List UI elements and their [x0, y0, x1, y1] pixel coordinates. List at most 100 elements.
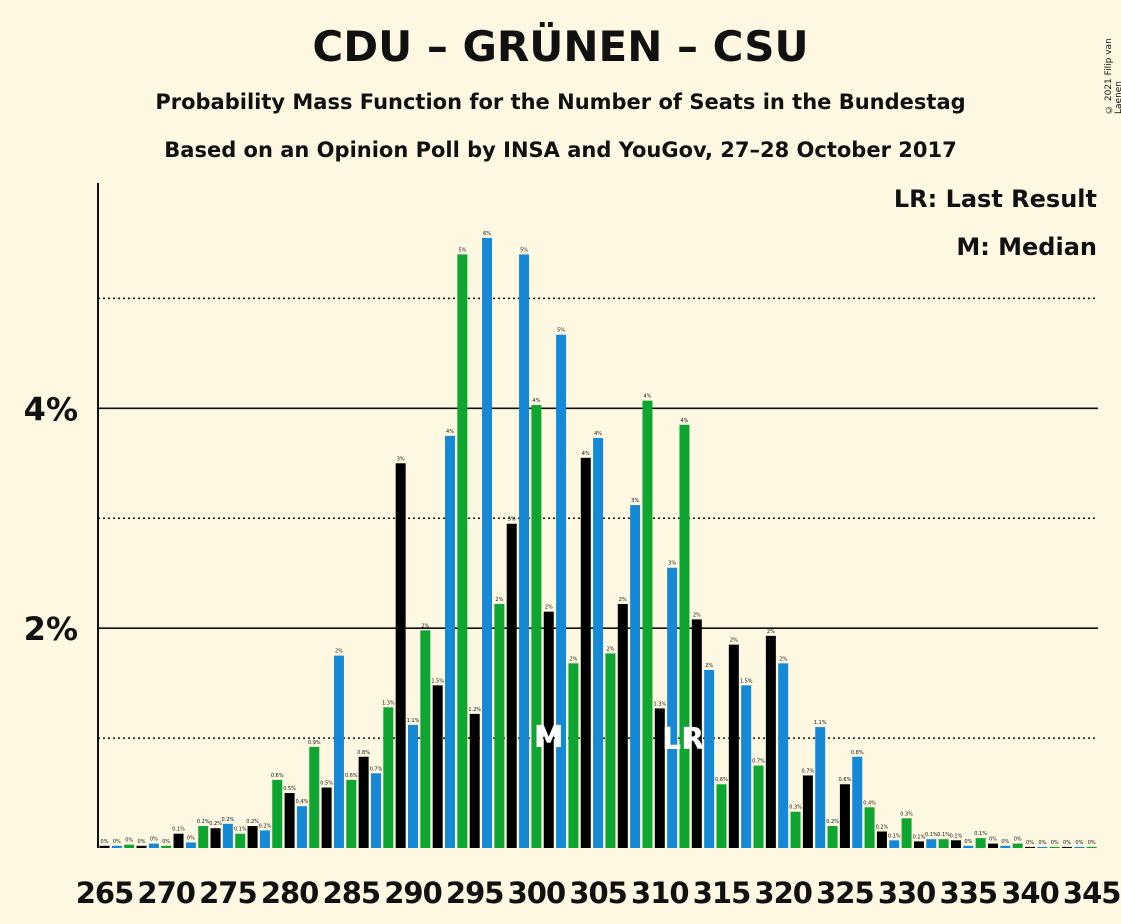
data-label-seat-343: 0%: [1063, 840, 1071, 846]
legend-last-result: LR: Last Result: [893, 185, 1097, 213]
bar-seat-265: [99, 845, 110, 848]
bar-seat-340: [1025, 846, 1035, 848]
data-label-seat-294: 5%: [458, 247, 466, 253]
data-label-seat-308: 3%: [631, 498, 639, 504]
bar-seat-342: [1049, 846, 1060, 848]
bars: [99, 237, 1097, 849]
bar-seat-289: [395, 463, 406, 848]
bar-seat-341: [1037, 846, 1048, 848]
data-label-seat-305: 4%: [594, 431, 602, 437]
bar-seat-297: [494, 603, 505, 848]
bar-seat-308: [630, 505, 641, 848]
bar-seat-338: [1000, 845, 1011, 848]
bar-seat-317: [741, 685, 752, 848]
x-tick-290: 290: [384, 876, 442, 910]
data-label-seat-310: 1.3%: [653, 701, 666, 707]
data-label-seat-315: 0.6%: [715, 777, 728, 783]
data-label-seat-296: 6%: [483, 231, 491, 237]
bar-seat-331: [913, 841, 924, 848]
bar-seat-285: [346, 779, 357, 848]
data-label-seat-320: 2%: [779, 656, 787, 662]
bar-seat-345: [1086, 846, 1097, 848]
data-label-seat-279: 0.6%: [271, 773, 284, 779]
data-label-seat-318: 0.7%: [752, 759, 765, 765]
bar-seat-309: [642, 400, 653, 848]
data-label-seat-325: 0.6%: [839, 777, 852, 783]
x-tick-275: 275: [199, 876, 257, 910]
bar-seat-315: [716, 784, 727, 848]
data-label-seat-292: 1.5%: [431, 678, 444, 684]
bar-seat-314: [704, 669, 715, 848]
bar-seat-302: [556, 334, 567, 849]
bar-seat-326: [852, 756, 863, 848]
x-tick-340: 340: [1001, 876, 1059, 910]
data-label-seat-285: 0.6%: [345, 773, 358, 779]
x-tick-325: 325: [816, 876, 874, 910]
data-label-seat-340: 0%: [1026, 840, 1034, 846]
x-tick-295: 295: [446, 876, 504, 910]
bar-seat-304: [580, 457, 591, 848]
bar-seat-306: [605, 653, 616, 848]
bar-seat-313: [691, 619, 702, 848]
chart-subtitle-source: Based on an Opinion Poll by INSA and You…: [164, 138, 957, 162]
data-label-seat-329: 0.1%: [888, 833, 901, 839]
bar-seat-321: [790, 811, 801, 848]
data-label-seat-278: 0.2%: [259, 823, 272, 829]
data-label-seat-333: 0.1%: [937, 832, 950, 838]
bar-seat-296: [482, 237, 493, 848]
data-label-seat-328: 0.2%: [876, 825, 889, 831]
bar-seat-332: [926, 839, 937, 848]
data-label-seat-298: 3%: [508, 517, 516, 523]
x-tick-310: 310: [631, 876, 689, 910]
data-label-seat-286: 0.8%: [357, 750, 370, 756]
data-label-seat-339: 0%: [1014, 837, 1022, 843]
data-label-seat-307: 2%: [619, 597, 627, 603]
bar-seat-330: [901, 818, 912, 848]
data-label-seat-276: 0.1%: [234, 827, 247, 833]
data-label-seat-284: 2%: [335, 649, 343, 655]
bar-seat-337: [987, 843, 998, 848]
bar-seat-274: [210, 828, 221, 848]
markers: M LR: [534, 720, 704, 757]
y-tick-4: 4%: [24, 390, 78, 428]
data-label-seat-293: 4%: [446, 429, 454, 435]
bar-seat-316: [728, 644, 739, 848]
bar-seat-283: [321, 787, 332, 848]
last-result-marker: LR: [662, 722, 704, 757]
data-label-seat-306: 2%: [606, 646, 614, 652]
bar-seat-336: [975, 838, 986, 848]
data-label-seat-291: 2%: [421, 623, 429, 629]
data-label-seat-301: 2%: [545, 605, 553, 611]
data-label-seat-342: 0%: [1051, 840, 1059, 846]
data-label-seat-270: 0%: [162, 839, 170, 845]
bar-seat-320: [778, 663, 789, 848]
bar-seat-323: [815, 727, 826, 848]
data-label-seat-304: 4%: [582, 451, 590, 457]
bar-seat-312: [679, 424, 690, 848]
x-tick-335: 335: [940, 876, 998, 910]
data-labels: 0% 0% 0% 0% 0% 0%0.1%0%0.2% 0.2%0.2%0.1%0.2%0.…: [101, 231, 1096, 846]
bar-seat-275: [222, 823, 233, 848]
data-label-seat-268: 0%: [138, 839, 146, 845]
x-tick-285: 285: [323, 876, 381, 910]
legend-median: M: Median: [956, 233, 1097, 261]
bar-seat-270: [161, 845, 172, 848]
data-label-seat-341: 0%: [1038, 840, 1046, 846]
data-label-seat-266: 0%: [113, 839, 121, 845]
data-label-seat-274: 0.2%: [209, 821, 222, 827]
data-label-seat-289: 3%: [397, 456, 405, 462]
data-label-seat-331: 0.1%: [913, 834, 926, 840]
bar-seat-325: [839, 784, 850, 848]
bar-seat-276: [235, 833, 246, 848]
x-tick-280: 280: [261, 876, 319, 910]
median-marker: M: [534, 720, 564, 755]
x-tick-305: 305: [569, 876, 627, 910]
data-label-seat-337: 0%: [989, 837, 997, 843]
data-label-seat-275: 0.2%: [222, 817, 235, 823]
bar-seat-290: [408, 724, 418, 848]
y-tick-labels: 2% 4%: [24, 390, 78, 648]
y-tick-2: 2%: [24, 610, 78, 648]
x-tick-265: 265: [76, 876, 134, 910]
bar-seat-307: [617, 603, 628, 848]
bar-seat-339: [1012, 843, 1023, 848]
